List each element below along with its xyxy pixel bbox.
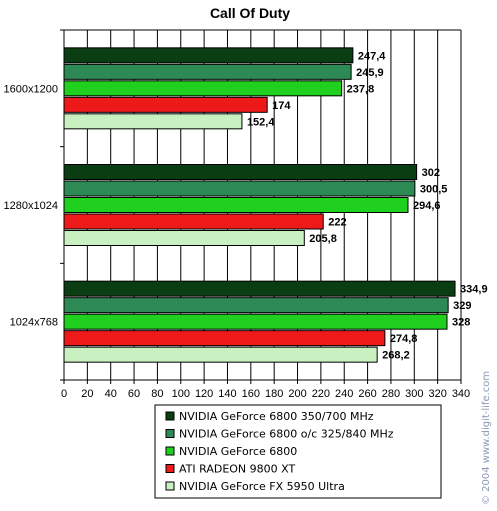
plot-area: 0 20 40 60 80 100 120 140 160 180 200 220 240 260 280 3… <box>4 29 488 400</box>
data-label: 245,9 <box>356 67 384 79</box>
legend-label: ATI RADEON 9800 XT <box>179 463 295 476</box>
data-label: 302 <box>422 167 440 179</box>
x-tick-label: 260 <box>358 388 376 400</box>
bar <box>63 96 268 113</box>
bar <box>63 63 352 80</box>
data-label: 274,8 <box>390 333 418 345</box>
bar <box>63 213 324 230</box>
x-tick-label: 40 <box>105 388 117 400</box>
legend-label: NVIDIA GeForce 6800 o/c 325/840 MHz <box>179 428 394 441</box>
bar <box>63 113 243 130</box>
x-tick-label: 340 <box>452 388 470 400</box>
x-tick-label: 180 <box>265 388 283 400</box>
x-tick-label: 20 <box>81 388 93 400</box>
legend-swatch <box>165 464 175 473</box>
x-tick-label: 80 <box>151 388 163 400</box>
legend-swatch <box>165 429 175 438</box>
x-tick-label: 280 <box>382 388 400 400</box>
bar <box>63 180 416 197</box>
x-tick-label: 120 <box>195 388 213 400</box>
legend-label: NVIDIA GeForce FX 5950 Ultra <box>179 480 345 493</box>
bar <box>63 230 305 246</box>
data-label: 328 <box>452 317 470 329</box>
chart-title: Call Of Duty <box>210 5 290 21</box>
legend: NVIDIA GeForce 6800 350/700 MHz NVIDIA Ge… <box>154 404 442 499</box>
bar <box>63 330 386 347</box>
legend-label: NVIDIA GeForce 6800 <box>179 445 297 458</box>
x-tick-label: 100 <box>172 388 190 400</box>
x-tick-label: 240 <box>335 388 353 400</box>
x-tick-label: 320 <box>428 388 446 400</box>
data-label: 237,8 <box>347 83 375 95</box>
x-tick-label: 220 <box>312 388 330 400</box>
data-label: 294,6 <box>413 200 441 212</box>
bar <box>63 280 456 297</box>
x-tick-label: 200 <box>288 388 306 400</box>
data-label: 152,4 <box>247 116 275 128</box>
x-tick-label: 160 <box>242 388 260 400</box>
bar <box>63 197 409 213</box>
data-label: 268,2 <box>382 350 410 362</box>
legend-swatch <box>165 411 175 421</box>
data-label: 300,5 <box>420 184 448 196</box>
x-tick-label: 140 <box>218 388 236 400</box>
data-label: 174 <box>272 100 291 112</box>
watermark: © 2004 www.digit-life.com <box>481 371 492 505</box>
x-tick-label: 60 <box>128 388 140 400</box>
legend-swatch <box>165 446 175 456</box>
bar <box>63 313 448 330</box>
bar <box>63 346 378 363</box>
legend-swatch <box>165 481 175 491</box>
legend-label: NVIDIA GeForce 6800 350/700 MHz <box>179 410 374 423</box>
bar <box>63 164 418 180</box>
category-label: 1600x1200 <box>4 83 58 95</box>
category-label: 1024x768 <box>10 317 58 329</box>
data-label: 205,8 <box>309 233 337 245</box>
data-label: 334,9 <box>460 284 488 296</box>
bar <box>63 297 449 314</box>
x-tick-label: 0 <box>61 388 67 400</box>
legend-box <box>154 404 442 499</box>
data-label: 247,4 <box>358 50 386 62</box>
category-label: 1280x1024 <box>4 200 58 212</box>
data-label: 329 <box>453 300 471 312</box>
x-tick-label: 300 <box>405 388 423 400</box>
bar <box>63 47 354 64</box>
data-label: 222 <box>328 217 346 229</box>
bar <box>63 80 343 97</box>
